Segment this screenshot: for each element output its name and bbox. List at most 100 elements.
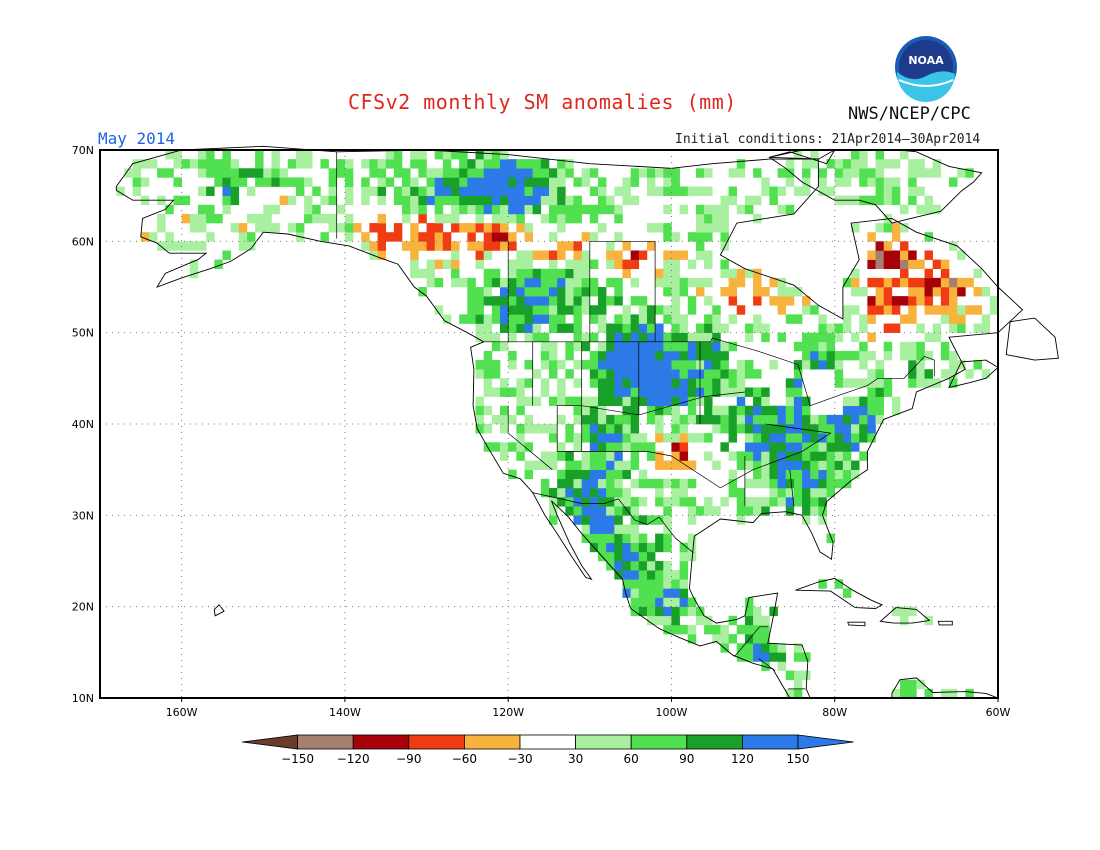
anomaly-cell [483,332,493,343]
anomaly-cell [875,186,885,196]
anomaly-cell [516,223,525,233]
anomaly-cell [793,643,803,653]
anomaly-cell [638,579,648,589]
anomaly-cell [630,424,640,434]
anomaly-cell [891,159,901,169]
anomaly-cell [875,396,885,407]
anomaly-cell [671,305,680,315]
anomaly-cell [638,360,648,370]
anomaly-cell [614,515,623,525]
anomaly-cell [238,232,248,242]
anomaly-cell [189,159,199,169]
anomaly-cell [434,177,444,187]
anomaly-cell [851,378,860,388]
anomaly-cell [377,159,387,169]
anomaly-cell [834,442,844,452]
anomaly-cell [622,570,631,580]
anomaly-cell [606,469,615,480]
anomaly-cell [581,287,591,297]
anomaly-cell [744,433,754,443]
anomaly-cell [630,588,640,598]
anomaly-cell [802,515,811,525]
colorbar: −150 −120 −90 −60 −30 30 60 90 120 150 [241,734,854,766]
anomaly-cell [614,451,623,461]
anomaly-cell [622,442,631,452]
anomaly-cell [949,296,958,306]
anomaly-cell [646,314,656,324]
anomaly-cell [467,287,476,297]
colorbar-segment [742,734,799,750]
anomaly-cell [614,506,623,516]
anomaly-cell [222,250,231,260]
anomaly-cell [263,213,272,224]
anomaly-cell [516,195,525,206]
anomaly-cell [826,442,836,452]
anomaly-cell [516,305,525,315]
anomaly-cell [581,177,591,187]
anomaly-cell [369,159,378,169]
anomaly-cell [859,159,868,169]
anomaly-cell [459,186,468,196]
anomaly-cell [402,168,411,178]
anomaly-cell [500,277,509,288]
anomaly-cell [818,186,827,196]
anomaly-cell [410,186,419,196]
anomaly-cell [614,433,623,443]
anomaly-cell [589,451,599,461]
anomaly-cell [344,186,354,196]
anomaly-cell [851,268,860,279]
anomaly-cell [663,579,672,589]
anomaly-cell [606,414,615,425]
coastline [1005,317,1059,361]
anomaly-cell [712,323,721,333]
anomaly-cell [442,186,452,196]
anomaly-cell [377,223,387,233]
anomaly-cell [679,451,689,461]
anomaly-cell [491,213,501,224]
anomaly-cell [851,433,860,443]
anomaly-cell [565,341,574,352]
anomaly-cell [867,250,876,260]
anomaly-cell [524,268,533,279]
anomaly-cell [826,360,836,370]
anomaly-cell [793,460,803,470]
anomaly-cell [655,606,664,617]
anomaly-cell [475,177,484,187]
anomaly-cell [565,213,574,224]
anomaly-cell [181,213,191,224]
anomaly-cell [851,150,860,160]
anomaly-cell [802,159,811,169]
anomaly-cell [859,414,868,425]
anomaly-cell [793,442,803,452]
anomaly-cell [842,378,852,388]
anomaly-cell [728,314,738,324]
anomaly-cell [410,150,419,160]
anomaly-cell [589,497,599,507]
anomaly-cell [475,360,484,370]
anomaly-cell [622,497,631,507]
anomaly-cell [540,277,550,288]
anomaly-cell [508,314,517,324]
anomaly-cell [638,369,648,379]
anomaly-cell [940,259,950,270]
anomaly-cell [834,424,844,434]
anomaly-cell [712,314,721,324]
anomaly-cell [508,305,517,315]
anomaly-cell [695,433,705,443]
anomaly-cell [549,360,558,370]
anomaly-cell [900,679,909,690]
anomaly-cell [728,414,738,425]
anomaly-cell [761,643,770,653]
anomaly-cell [981,314,991,324]
anomaly-cell [524,460,533,470]
anomaly-cell [687,497,697,507]
anomaly-cell [565,204,574,215]
anomaly-cell [671,287,680,297]
anomaly-cell [883,241,893,251]
anomaly-cell [695,241,705,251]
anomaly-cell [875,287,885,297]
anomaly-cell [614,396,623,407]
anomaly-cell [638,396,648,407]
anomaly-cell [483,405,493,416]
anomaly-cell [630,177,640,187]
